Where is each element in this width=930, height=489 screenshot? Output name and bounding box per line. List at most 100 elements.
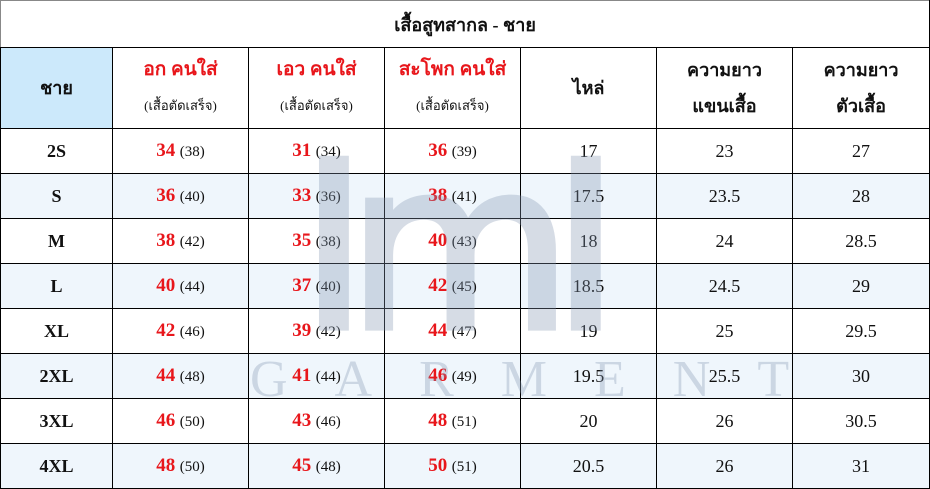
hip-value: 48	[428, 410, 448, 431]
hip-finished: (43)	[451, 234, 477, 250]
hip-value: 42	[428, 275, 448, 296]
header-waist: เอว คนใส่ (เสื้อตัดเสร็จ)	[248, 47, 385, 129]
sleeve-cell: 25.5	[656, 353, 793, 399]
header-row: ชาย อก คนใส่ (เสื้อตัดเสร็จ) เอว คนใส่ (เส…	[0, 47, 930, 129]
waist-value: 43	[292, 410, 312, 431]
waist-cell: 35 (38)	[248, 218, 385, 264]
header-main: ความยาว	[687, 60, 762, 80]
header-main: เอว คนใส่	[276, 59, 357, 80]
hip-value: 46	[428, 365, 448, 386]
header-sub: แขนเสื้อ	[692, 96, 757, 116]
waist-value: 31	[292, 140, 312, 161]
waist-value: 39	[292, 320, 312, 341]
waist-value: 35	[292, 230, 312, 251]
waist-value: 41	[292, 365, 312, 386]
header-chest: อก คนใส่ (เสื้อตัดเสร็จ)	[112, 47, 249, 129]
shoulder-cell: 18	[520, 218, 657, 264]
size-cell: L	[0, 263, 113, 309]
chest-cell: 44 (48)	[112, 353, 249, 399]
hip-cell: 46 (49)	[384, 353, 521, 399]
header-sleeve: ความยาวแขนเสื้อ	[656, 47, 793, 129]
table-row: 3XL 46 (50) 43 (46) 48 (51) 20 26 30.5	[0, 398, 930, 444]
hip-value: 36	[428, 140, 448, 161]
chest-finished: (40)	[179, 189, 205, 205]
header-shoulder: ไหล่	[520, 47, 657, 129]
length-cell: 28.5	[791, 218, 930, 264]
chest-cell: 38 (42)	[112, 218, 249, 264]
hip-finished: (47)	[451, 324, 477, 340]
table-row: S 36 (40) 33 (36) 38 (41) 17.5 23.5 28	[0, 173, 930, 219]
length-cell: 29.5	[791, 308, 930, 354]
chest-finished: (44)	[179, 279, 205, 295]
length-cell: 28	[791, 173, 930, 219]
sleeve-cell: 26	[656, 398, 793, 444]
hip-cell: 42 (45)	[384, 263, 521, 309]
waist-finished: (46)	[315, 414, 341, 430]
sleeve-cell: 24.5	[656, 263, 793, 309]
waist-value: 37	[292, 275, 312, 296]
header-sub: ตัวเสื้อ	[836, 96, 886, 116]
sleeve-cell: 26	[656, 443, 793, 489]
shoulder-cell: 18.5	[520, 263, 657, 309]
size-cell: S	[0, 173, 113, 219]
chest-finished: (50)	[179, 459, 205, 475]
waist-finished: (48)	[315, 459, 341, 475]
header-sub: (เสื้อตัดเสร็จ)	[144, 98, 217, 113]
sleeve-cell: 24	[656, 218, 793, 264]
length-cell: 30.5	[791, 398, 930, 444]
waist-cell: 45 (48)	[248, 443, 385, 489]
chest-value: 48	[156, 455, 176, 476]
waist-finished: (44)	[315, 369, 341, 385]
sleeve-cell: 23.5	[656, 173, 793, 219]
waist-cell: 43 (46)	[248, 398, 385, 444]
header-sub: (เสื้อตัดเสร็จ)	[280, 98, 353, 113]
shoulder-cell: 20	[520, 398, 657, 444]
hip-finished: (39)	[451, 144, 477, 160]
length-cell: 30	[791, 353, 930, 399]
waist-cell: 41 (44)	[248, 353, 385, 399]
chest-value: 36	[156, 185, 176, 206]
chest-cell: 42 (46)	[112, 308, 249, 354]
size-cell: 2XL	[0, 353, 113, 399]
waist-cell: 31 (34)	[248, 128, 385, 174]
hip-finished: (41)	[451, 189, 477, 205]
hip-value: 50	[428, 455, 448, 476]
waist-finished: (36)	[315, 189, 341, 205]
table-title: เสื้อสูทสากล - ชาย	[0, 0, 930, 48]
size-cell: 4XL	[0, 443, 113, 489]
chest-cell: 46 (50)	[112, 398, 249, 444]
hip-cell: 38 (41)	[384, 173, 521, 219]
chest-cell: 36 (40)	[112, 173, 249, 219]
size-cell: 2S	[0, 128, 113, 174]
chest-value: 40	[156, 275, 176, 296]
table-row: M 38 (42) 35 (38) 40 (43) 18 24 28.5	[0, 218, 930, 264]
header-hip: สะโพก คนใส่ (เสื้อตัดเสร็จ)	[384, 47, 521, 129]
hip-finished: (51)	[451, 414, 477, 430]
waist-cell: 33 (36)	[248, 173, 385, 219]
header-sub: (เสื้อตัดเสร็จ)	[416, 98, 489, 113]
chest-value: 46	[156, 410, 176, 431]
chest-finished: (50)	[179, 414, 205, 430]
hip-value: 44	[428, 320, 448, 341]
waist-cell: 37 (40)	[248, 263, 385, 309]
hip-cell: 40 (43)	[384, 218, 521, 264]
hip-cell: 36 (39)	[384, 128, 521, 174]
chest-cell: 48 (50)	[112, 443, 249, 489]
size-cell: 3XL	[0, 398, 113, 444]
chest-finished: (46)	[179, 324, 205, 340]
hip-cell: 48 (51)	[384, 398, 521, 444]
waist-finished: (34)	[315, 144, 341, 160]
shoulder-cell: 19	[520, 308, 657, 354]
table-row: 2XL 44 (48) 41 (44) 46 (49) 19.5 25.5 30	[0, 353, 930, 399]
length-cell: 27	[791, 128, 930, 174]
waist-finished: (38)	[315, 234, 341, 250]
waist-finished: (40)	[315, 279, 341, 295]
sleeve-cell: 23	[656, 128, 793, 174]
shoulder-cell: 20.5	[520, 443, 657, 489]
chest-value: 44	[156, 365, 176, 386]
shoulder-cell: 17.5	[520, 173, 657, 219]
chest-finished: (48)	[179, 369, 205, 385]
waist-value: 33	[292, 185, 312, 206]
